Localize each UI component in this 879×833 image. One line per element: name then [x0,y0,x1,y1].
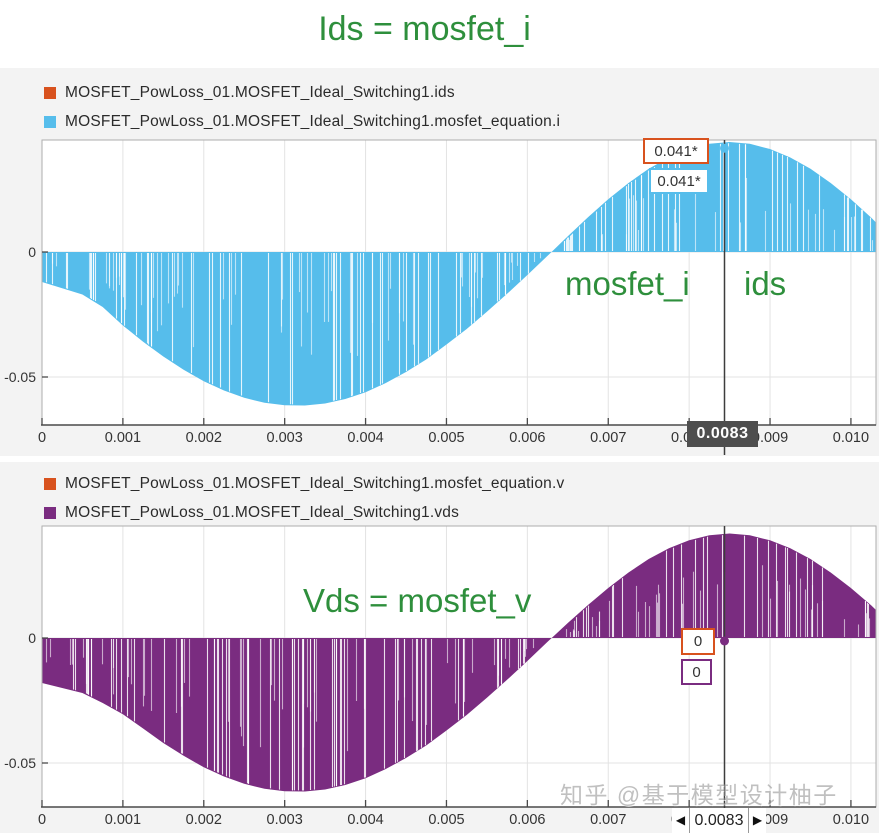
legend-label-ids: MOSFET_PowLoss_01.MOSFET_Ideal_Switching… [65,83,455,101]
svg-text:0.004: 0.004 [347,430,383,446]
svg-text:0.005: 0.005 [428,812,464,828]
svg-text:0: 0 [38,430,46,446]
svg-text:0.010: 0.010 [833,812,869,828]
legend-swatch-mosfet-equation-i [44,115,56,128]
legend-item-vds[interactable]: MOSFET_PowLoss_01.MOSFET_Ideal_Switching… [44,498,564,527]
svg-text:0.002: 0.002 [186,430,222,446]
svg-text:0: 0 [38,812,46,828]
annotation-vds-equation: Vds = mosfet_v [303,582,532,619]
legend-label-mosfet-equation-v: MOSFET_PowLoss_01.MOSFET_Ideal_Switching… [65,474,565,492]
svg-text:0.007: 0.007 [590,812,626,828]
legend-swatch-mosfet-equation-v [44,477,56,490]
cursor-value-mosfet-equation-v: 0 [681,628,715,655]
svg-text:0.010: 0.010 [833,430,869,446]
cursor-time-stepper: ◀ 0.0083 ▶ [672,808,766,833]
cursor-time-badge[interactable]: 0.0083 [687,421,758,447]
svg-text:0: 0 [28,630,36,646]
cursor-step-back-icon[interactable]: ◀ [675,813,686,827]
cursor-step-forward-icon[interactable]: ▶ [752,813,763,827]
scope-canvas-current[interactable]: 0 0.001 0.002 0.003 0.004 0.005 0.006 0.007 0.00… [0,136,879,455]
legend-item-mosfet-equation-i[interactable]: MOSFET_PowLoss_01.MOSFET_Ideal_Switching… [44,107,560,136]
cursor-time-value[interactable]: 0.0083 [689,808,749,833]
svg-text:-0.05: -0.05 [4,369,36,385]
svg-text:0.007: 0.007 [590,430,626,446]
legend-swatch-ids [44,86,56,99]
svg-text:-0.05: -0.05 [4,755,36,771]
legend-label-mosfet-equation-i: MOSFET_PowLoss_01.MOSFET_Ideal_Switching… [65,112,561,130]
legend-voltage: MOSFET_PowLoss_01.MOSFET_Ideal_Switching… [44,469,564,527]
cursor-value-vds: 0 [681,659,712,685]
annotation-ids-equation: Ids = mosfet_i [318,10,531,48]
svg-text:0.005: 0.005 [428,430,464,446]
annotation-ids: ids [744,265,787,302]
scope-panel-voltage: MOSFET_PowLoss_01.MOSFET_Ideal_Switching… [0,462,879,833]
cursor-value-mosfet-equation-i: 0.041* [649,168,709,194]
legend-item-ids[interactable]: MOSFET_PowLoss_01.MOSFET_Ideal_Switching… [44,78,560,107]
annotation-mosfet-i: mosfet_i [565,265,690,302]
svg-text:0.006: 0.006 [509,812,545,828]
legend-item-mosfet-equation-v[interactable]: MOSFET_PowLoss_01.MOSFET_Ideal_Switching… [44,469,564,498]
zhihu-watermark: 知乎 @基于模型设计柚子 [560,782,838,808]
cursor-value-ids: 0.041* [643,138,709,164]
legend-current: MOSFET_PowLoss_01.MOSFET_Ideal_Switching… [44,78,560,136]
svg-text:0.004: 0.004 [347,812,383,828]
legend-swatch-vds [44,506,56,519]
svg-text:0.001: 0.001 [105,812,141,828]
svg-text:0: 0 [28,244,36,260]
svg-text:0.009: 0.009 [752,430,788,446]
svg-text:0.003: 0.003 [267,812,303,828]
scope-panel-current: MOSFET_PowLoss_01.MOSFET_Ideal_Switching… [0,68,879,456]
svg-text:0.003: 0.003 [267,430,303,446]
svg-text:0.002: 0.002 [186,812,222,828]
svg-text:0.006: 0.006 [509,430,545,446]
svg-text:0.001: 0.001 [105,430,141,446]
legend-label-vds: MOSFET_PowLoss_01.MOSFET_Ideal_Switching… [65,503,460,521]
scope-canvas-voltage[interactable]: 0 0.001 0.002 0.003 0.004 0.005 0.006 0.007 0.00… [0,525,879,833]
